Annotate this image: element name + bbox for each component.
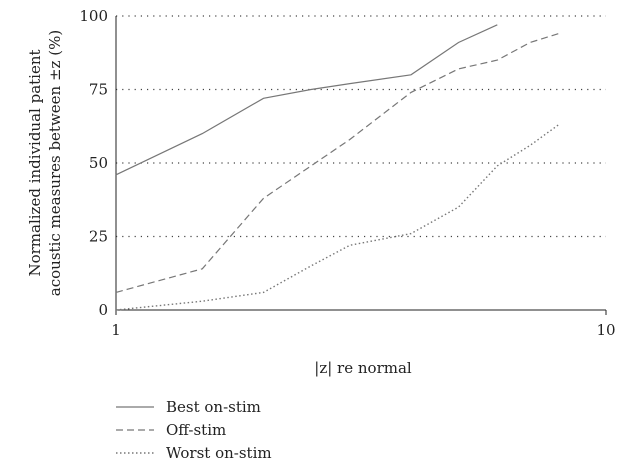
series-lines [115,24,559,311]
tick-labels: 0 25 50 75 100 1 10 [79,7,615,339]
series-line-worst-on-stim [115,124,559,311]
axes [115,16,606,311]
x-tick-label-0: 1 [111,321,121,339]
grid-lines [116,15,606,238]
legend: Best on-stim Off-stim Worst on-stim [116,398,272,462]
series-line-best-on-stim [115,24,498,176]
y-tick-label-2: 50 [89,154,108,172]
y-tick-label-3: 75 [89,81,108,99]
y-tick-label-0: 0 [98,301,108,319]
y-axis-label-line-1: Normalized individual patient [26,49,44,276]
legend-label-worst-on-stim: Worst on-stim [166,444,272,462]
x-tick-label-1: 10 [596,321,615,339]
y-tick-label-1: 25 [89,228,108,246]
x-axis-label: |z| re normal [314,359,412,377]
legend-label-best-on-stim: Best on-stim [166,398,261,416]
series-line-off-stim [115,33,559,293]
y-axis-label: Normalized individual patient acoustic m… [26,30,64,296]
y-axis-label-line-2: acoustic measures between ±z (%) [46,30,64,296]
legend-label-off-stim: Off-stim [166,421,226,439]
y-tick-label-4: 100 [79,7,108,25]
